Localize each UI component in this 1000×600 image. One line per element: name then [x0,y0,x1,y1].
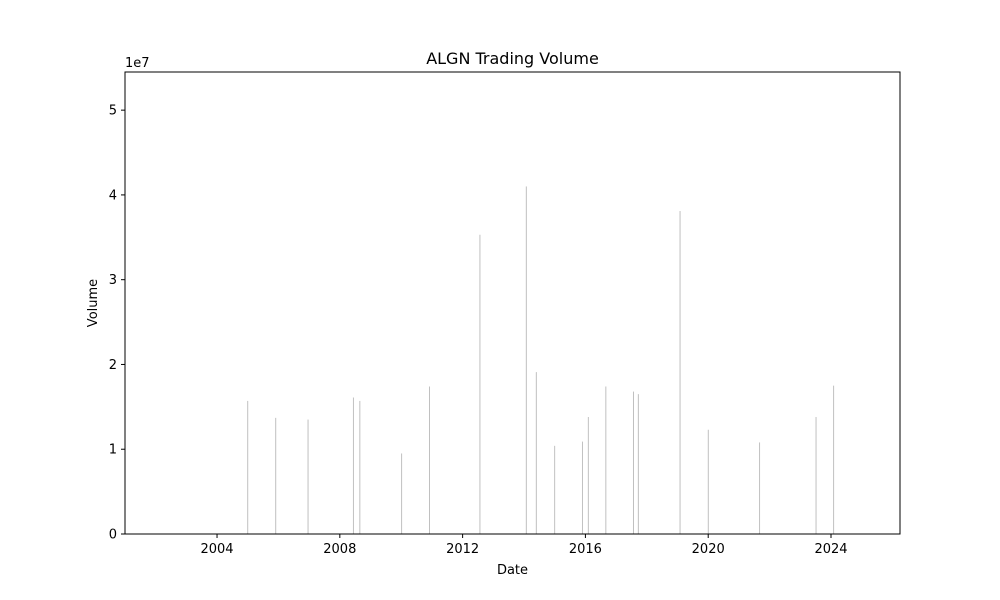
volume-bar [759,442,761,534]
volume-bar [605,386,607,534]
y-tick-label: 1 [109,443,117,458]
volume-bar [535,372,537,534]
x-tick-label: 2004 [200,542,233,557]
volume-bar [275,417,277,534]
volume-bar [479,234,481,534]
volume-bar [707,429,709,534]
volume-bar [247,400,249,534]
volume-bar [401,453,403,534]
volume-bar [815,417,817,534]
x-tick-label: 2016 [569,542,602,557]
volume-bar [632,391,634,534]
volume-bar [359,400,361,534]
y-axis-offset-label: 1e7 [125,56,150,71]
x-axis-label: Date [497,563,528,578]
y-tick-label: 5 [109,104,117,119]
plot-frame [124,71,901,535]
y-axis: 0 1 2 3 4 5 [109,104,125,543]
bars-layer [247,186,835,534]
y-tick-label: 4 [109,188,117,203]
x-tick-label: 2020 [692,542,725,557]
y-axis-label: Volume [86,279,101,327]
volume-bar [637,394,639,534]
volume-bar [554,445,556,534]
volume-bar [833,385,835,534]
y-tick-label: 0 [109,528,117,543]
y-tick-label: 3 [109,273,117,288]
volume-bar [525,186,527,534]
volume-bar [587,417,589,534]
volume-bar [679,211,681,534]
volume-bar [581,441,583,534]
chart-title: ALGN Trading Volume [426,49,599,68]
y-tick-label: 2 [109,358,117,373]
volume-bar [429,386,430,534]
x-tick-label: 2012 [446,542,479,557]
volume-bar [307,419,309,534]
volume-bar [352,397,354,534]
x-axis: 2004 2008 2012 2016 2020 2024 [200,534,848,557]
x-tick-label: 2008 [323,542,356,557]
x-tick-label: 2024 [814,542,847,557]
